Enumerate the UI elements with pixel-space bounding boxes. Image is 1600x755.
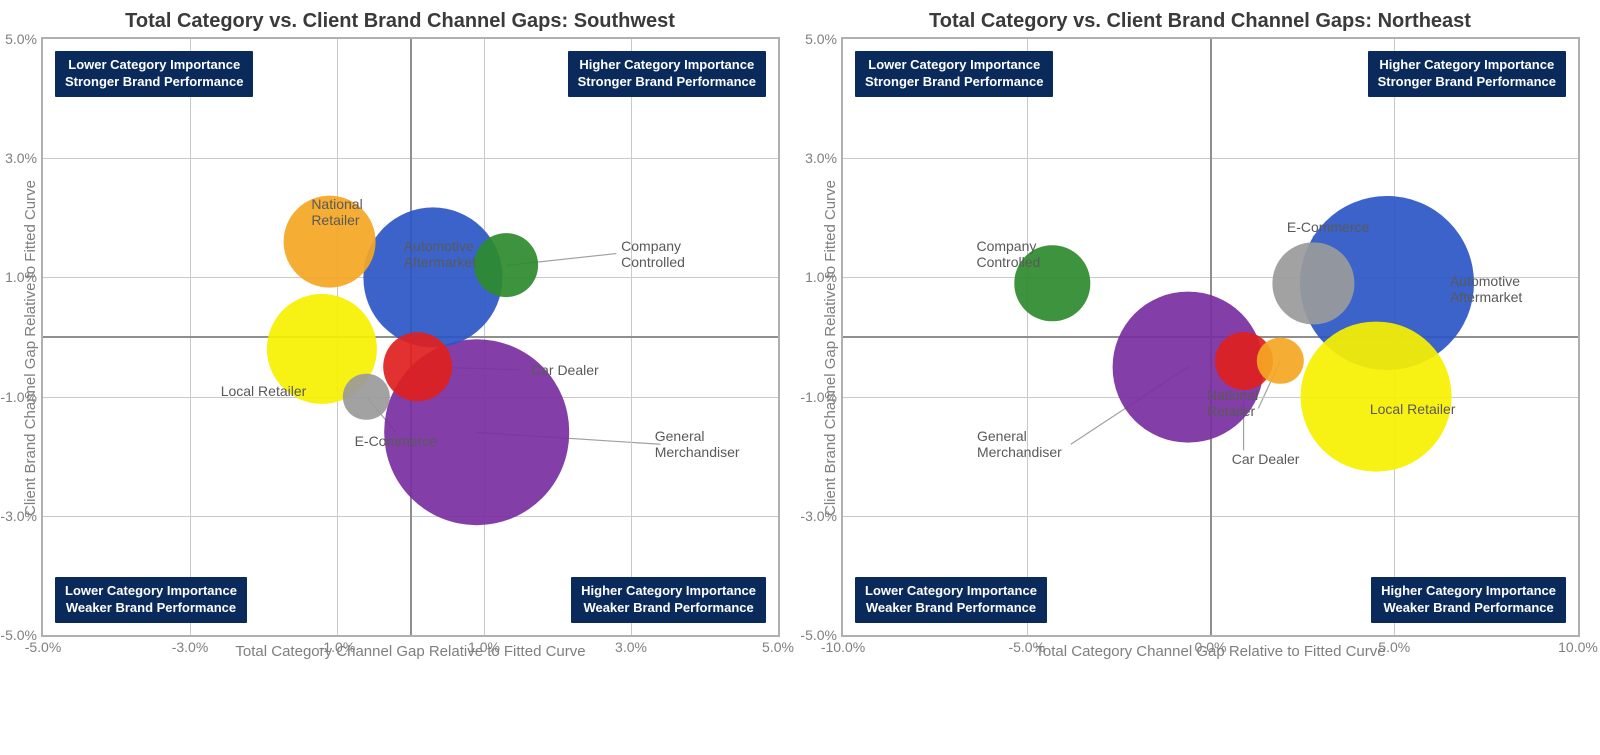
y-tick-label: -1.0% (0, 389, 37, 405)
title-northeast: Total Category vs. Client Brand Channel … (820, 10, 1580, 33)
quadrant-top-right: Higher Category ImportanceStronger Brand… (1368, 51, 1566, 97)
y-tick-label: 3.0% (5, 150, 37, 166)
y-tick-label: 1.0% (5, 269, 37, 285)
x-axis-label-southwest: Total Category Channel Gap Relative to F… (41, 643, 780, 660)
bubble-label-car-dealer: Car Dealer (1232, 451, 1300, 467)
x-tick-label: 0.0% (1195, 639, 1227, 655)
y-tick-label: 3.0% (805, 150, 837, 166)
quadrant-top-left: Lower Category ImportanceStronger Brand … (855, 51, 1053, 97)
charts-container: Total Category vs. Client Brand Channel … (0, 0, 1600, 670)
x-tick-label: -1.0% (319, 639, 356, 655)
bubble-e-commerce (343, 373, 389, 419)
panel-northeast: Total Category vs. Client Brand Channel … (820, 10, 1580, 660)
y-tick-label: 5.0% (5, 31, 37, 47)
plot-northeast: -10.0%-5.0%0.0%5.0%10.0%-5.0%-3.0%-1.0%1… (841, 37, 1580, 637)
plot-southwest: -5.0%-3.0%-1.0%1.0%3.0%5.0%-5.0%-3.0%-1.… (41, 37, 780, 637)
quadrant-bot-right: Higher Category ImportanceWeaker Brand P… (571, 577, 766, 623)
bubble-label-general-merchandiser: GeneralMerchandiser (977, 428, 1062, 460)
bubble-national-retailer (1257, 338, 1303, 384)
y-tick-label: -5.0% (800, 627, 837, 643)
y-tick-label: 5.0% (805, 31, 837, 47)
x-tick-label: 5.0% (1378, 639, 1410, 655)
y-tick-label: 1.0% (805, 269, 837, 285)
x-tick-label: 5.0% (762, 639, 794, 655)
x-tick-label: 3.0% (615, 639, 647, 655)
quadrant-top-right: Higher Category ImportanceStronger Brand… (568, 51, 766, 97)
y-axis-label-southwest: Client Brand Channel Gap Relative to Fit… (20, 180, 41, 516)
quadrant-bot-right: Higher Category ImportanceWeaker Brand P… (1371, 577, 1566, 623)
x-tick-label: -3.0% (172, 639, 209, 655)
quadrant-bot-left: Lower Category ImportanceWeaker Brand Pe… (855, 577, 1047, 623)
bubble-company-controlled (1015, 246, 1090, 321)
quadrant-bot-left: Lower Category ImportanceWeaker Brand Pe… (55, 577, 247, 623)
title-southwest: Total Category vs. Client Brand Channel … (20, 10, 780, 33)
x-tick-label: 1.0% (468, 639, 500, 655)
bubble-local-retailer (1300, 321, 1451, 472)
panel-southwest: Total Category vs. Client Brand Channel … (20, 10, 780, 660)
bubble-label-general-merchandiser: GeneralMerchandiser (655, 428, 740, 460)
y-tick-label: -1.0% (800, 389, 837, 405)
quadrant-top-left: Lower Category ImportanceStronger Brand … (55, 51, 253, 97)
bubble-e-commerce (1273, 243, 1354, 324)
bubble-company-controlled (474, 234, 538, 298)
x-tick-label: 10.0% (1558, 639, 1598, 655)
y-axis-label-northeast: Client Brand Channel Gap Relative to Fit… (820, 180, 841, 516)
x-tick-label: -5.0% (1008, 639, 1045, 655)
bubble-car-dealer (383, 332, 453, 402)
y-tick-label: -3.0% (0, 508, 37, 524)
bubble-national-retailer (283, 195, 376, 288)
y-tick-label: -5.0% (0, 627, 37, 643)
y-tick-label: -3.0% (800, 508, 837, 524)
